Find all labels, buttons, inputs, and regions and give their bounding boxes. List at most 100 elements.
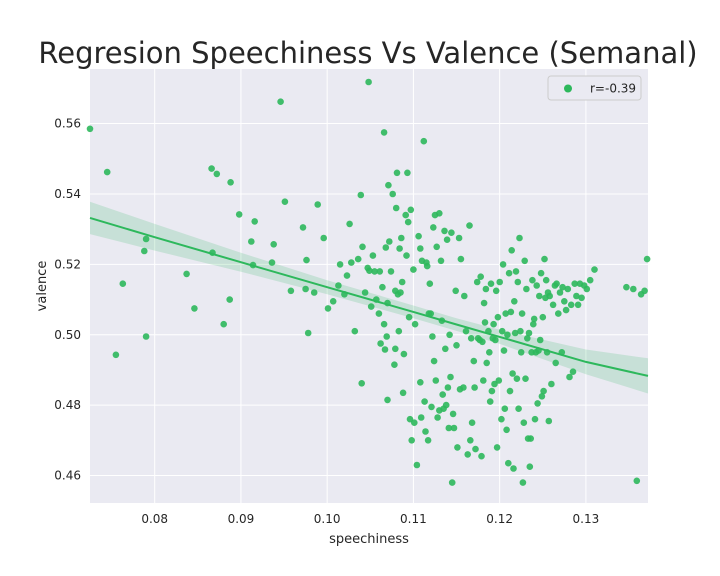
data-point (567, 301, 575, 309)
data-point (428, 403, 435, 411)
data-point (472, 445, 479, 453)
data-point (513, 375, 521, 383)
data-point (112, 351, 120, 359)
data-point (365, 78, 372, 86)
data-point (498, 327, 506, 335)
data-point (392, 204, 400, 212)
data-point (183, 270, 190, 278)
data-point (519, 479, 527, 486)
data-point (555, 310, 562, 317)
data-point (359, 243, 366, 251)
data-point (522, 375, 529, 383)
data-point (496, 278, 504, 286)
data-point (277, 98, 284, 105)
data-point (407, 206, 415, 214)
data-point (299, 224, 307, 231)
data-point (534, 400, 541, 407)
data-point (641, 287, 648, 295)
data-point (268, 259, 276, 266)
data-point (517, 327, 524, 335)
data-point (386, 238, 393, 245)
regression-line-layer (89, 216, 649, 377)
data-point (398, 278, 406, 286)
confidence-band-layer (90, 201, 648, 394)
data-point (404, 218, 412, 226)
data-point (521, 257, 528, 265)
data-point (336, 261, 344, 268)
data-point (561, 298, 568, 305)
data-point (142, 235, 150, 243)
data-point (487, 280, 495, 288)
data-point (542, 276, 550, 284)
data-point (448, 229, 455, 236)
x-tick-label: 0.12 (486, 512, 513, 526)
data-point (208, 165, 215, 172)
data-point (191, 305, 198, 312)
confidence-band (90, 201, 648, 394)
y-tick-label: 0.52 (54, 257, 81, 271)
data-point (270, 241, 278, 248)
data-point (470, 357, 478, 365)
data-point (537, 269, 545, 277)
data-point (436, 210, 443, 217)
data-point (346, 220, 353, 228)
data-point (530, 320, 537, 328)
data-point (421, 398, 428, 405)
data-point (420, 137, 428, 145)
data-point (564, 285, 572, 293)
y-tick-label: 0.48 (54, 398, 81, 412)
data-point (405, 313, 413, 321)
data-point (382, 244, 390, 251)
data-point (387, 268, 395, 275)
data-point (527, 435, 534, 442)
data-point (366, 267, 373, 275)
data-point (417, 414, 425, 421)
y-tick-label: 0.46 (54, 469, 81, 483)
data-point (358, 380, 366, 387)
data-point (479, 338, 486, 346)
data-point (495, 377, 503, 384)
data-point (461, 292, 468, 300)
data-point (351, 327, 359, 335)
y-tick-label: 0.50 (54, 328, 81, 342)
x-tick-label: 0.10 (314, 512, 341, 526)
data-point (410, 266, 417, 273)
data-point (324, 305, 332, 312)
data-point (457, 255, 465, 263)
data-point (375, 310, 383, 317)
data-point (524, 335, 531, 342)
data-point (227, 179, 234, 186)
data-point (488, 387, 496, 395)
data-point (343, 272, 351, 279)
data-point (452, 287, 460, 295)
data-point (591, 266, 598, 273)
data-point (515, 405, 522, 413)
y-tick-labels: 0.46 0.48 0.50 0.52 0.54 0.56 (54, 117, 81, 483)
data-point (492, 336, 499, 344)
data-point (586, 276, 594, 284)
data-point (518, 310, 526, 317)
data-point (477, 273, 485, 281)
data-point (633, 477, 641, 485)
data-point (462, 327, 470, 335)
data-point (517, 349, 525, 356)
data-point (505, 269, 513, 277)
data-point (460, 384, 467, 391)
data-point (450, 424, 458, 432)
x-tick-label: 0.09 (228, 512, 255, 526)
data-point (444, 384, 452, 391)
data-point (499, 261, 507, 268)
data-point (540, 387, 547, 395)
data-point (403, 252, 410, 259)
data-point (398, 234, 405, 242)
data-point (329, 298, 337, 305)
data-point (389, 190, 397, 198)
data-point (559, 283, 566, 291)
data-point (384, 396, 391, 404)
data-point (86, 125, 94, 133)
data-point (643, 255, 651, 263)
data-point (103, 168, 111, 176)
data-point (541, 255, 548, 263)
chart-title: Regresion Speechiness Vs Valence (Semana… (38, 36, 697, 70)
data-point (467, 335, 475, 342)
